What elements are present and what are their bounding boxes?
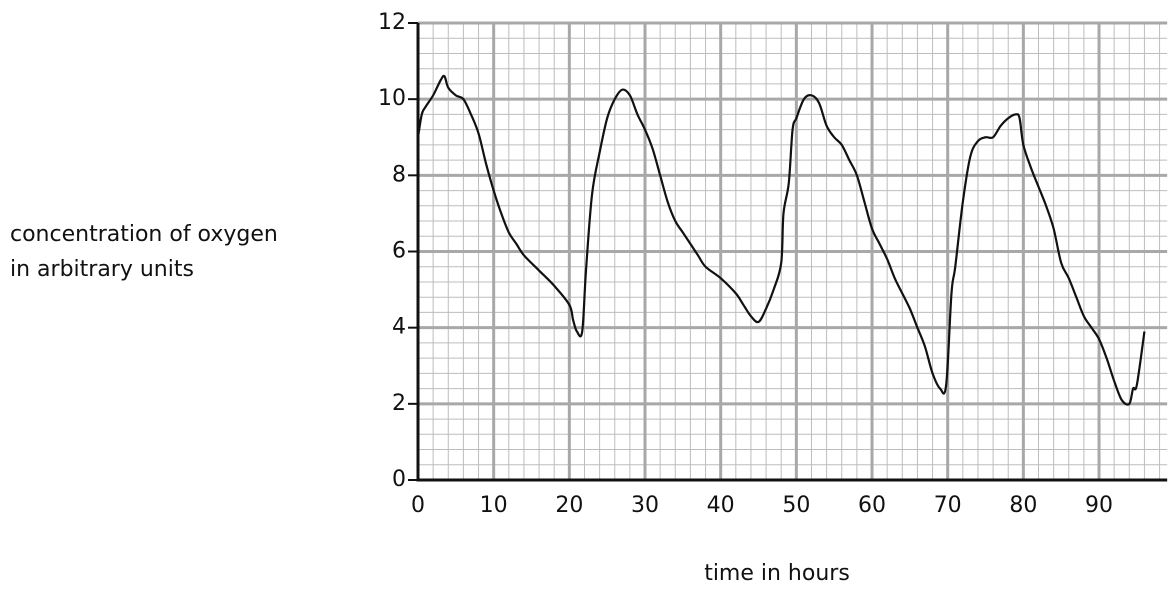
y-tick-label: 2 bbox=[392, 391, 406, 416]
y-tick-label: 4 bbox=[392, 315, 406, 340]
y-tick-label: 12 bbox=[378, 10, 406, 35]
data-line bbox=[416, 74, 1146, 406]
x-tick-label: 10 bbox=[480, 493, 508, 518]
y-tick-label: 10 bbox=[378, 86, 406, 111]
y-tick-label: 8 bbox=[392, 162, 406, 187]
x-tick-label: 40 bbox=[707, 493, 735, 518]
y-axis-label: concentration of oxygen bbox=[10, 222, 278, 247]
x-tick-label: 50 bbox=[782, 493, 810, 518]
y-tick-label: 6 bbox=[392, 239, 406, 264]
x-tick-label: 60 bbox=[858, 493, 886, 518]
x-tick-label: 80 bbox=[1009, 493, 1037, 518]
x-tick-label: 90 bbox=[1085, 493, 1113, 518]
x-tick-label: 30 bbox=[631, 493, 659, 518]
x-axis-label: time in hours bbox=[704, 561, 850, 586]
x-tick-label: 70 bbox=[934, 493, 962, 518]
x-tick-label: 0 bbox=[411, 493, 425, 518]
x-tick-label: 20 bbox=[555, 493, 583, 518]
y-axis-label: in arbitrary units bbox=[10, 257, 194, 282]
y-tick-label: 0 bbox=[392, 467, 406, 492]
